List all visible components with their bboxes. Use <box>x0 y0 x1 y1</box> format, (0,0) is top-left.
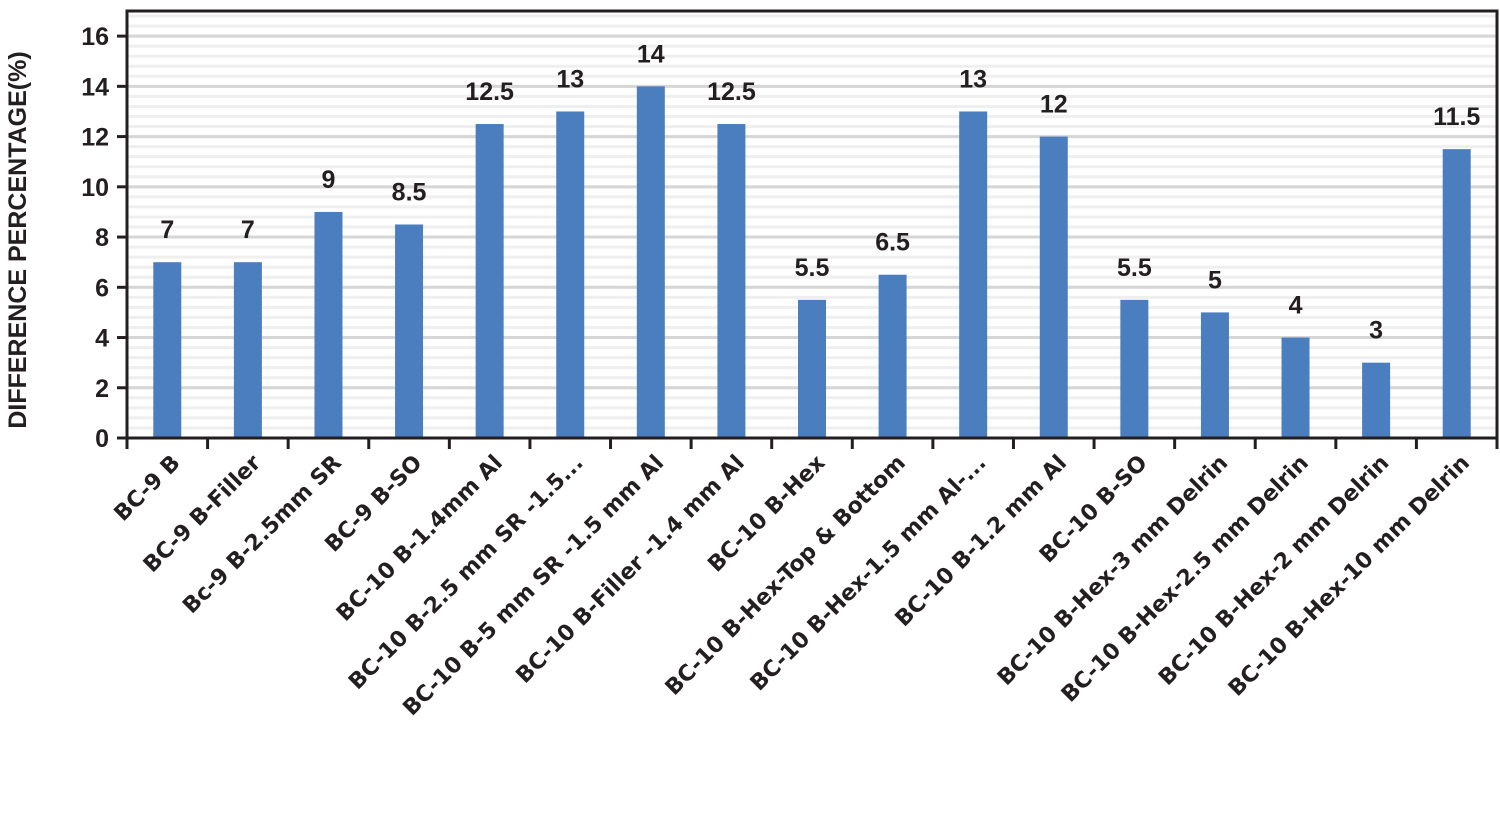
data-label: 4 <box>1289 292 1303 320</box>
y-tick-label: 0 <box>95 425 109 453</box>
bar <box>636 86 665 439</box>
bar <box>395 224 424 438</box>
bar <box>1039 136 1068 438</box>
data-label: 3 <box>1369 317 1383 345</box>
y-tick-label: 4 <box>95 325 109 353</box>
bars <box>153 86 1471 439</box>
y-tick-label: 10 <box>81 174 109 202</box>
y-tick-label: 14 <box>81 73 109 101</box>
y-tick-label: 6 <box>95 274 109 302</box>
bar <box>959 111 988 439</box>
bar <box>1281 337 1310 438</box>
data-label: 8.5 <box>392 179 427 207</box>
axes <box>117 9 1499 449</box>
bar <box>233 262 262 438</box>
data-label: 9 <box>322 166 336 194</box>
data-label: 5.5 <box>795 254 830 282</box>
y-axis-title: DIFFERENCE PERCENTAGE(%) <box>4 51 32 428</box>
bar <box>1200 312 1229 438</box>
bar <box>1362 362 1391 438</box>
data-label: 14 <box>637 40 665 68</box>
data-label: 12.5 <box>465 78 514 106</box>
data-label: 11.5 <box>1433 103 1480 131</box>
bar <box>798 299 826 438</box>
plot-frame <box>125 9 1499 440</box>
bar <box>878 274 907 438</box>
y-tick-label: 16 <box>81 23 109 51</box>
data-label: 5.5 <box>1117 254 1152 282</box>
data-label: 12 <box>1040 91 1068 119</box>
data-label: 7 <box>241 216 255 244</box>
data-label: 7 <box>160 216 174 244</box>
x-tick-label: BC-9 B <box>110 451 186 527</box>
bar <box>314 211 343 438</box>
data-label: 13 <box>556 65 584 93</box>
bar <box>1442 149 1471 438</box>
bar <box>153 262 182 438</box>
bar <box>475 124 504 438</box>
y-tick-label: 8 <box>95 224 109 252</box>
bar <box>556 111 585 439</box>
bar <box>717 124 746 438</box>
data-label: 5 <box>1208 266 1222 294</box>
data-label: 6.5 <box>875 229 910 257</box>
data-label: 12.5 <box>707 78 756 106</box>
y-tick-label: 2 <box>95 375 109 403</box>
bar <box>1120 299 1149 438</box>
x-tick-label: Bc-9 B-2.5mm SR <box>178 451 346 619</box>
data-label: 13 <box>959 65 987 93</box>
y-tick-label: 12 <box>81 124 109 152</box>
